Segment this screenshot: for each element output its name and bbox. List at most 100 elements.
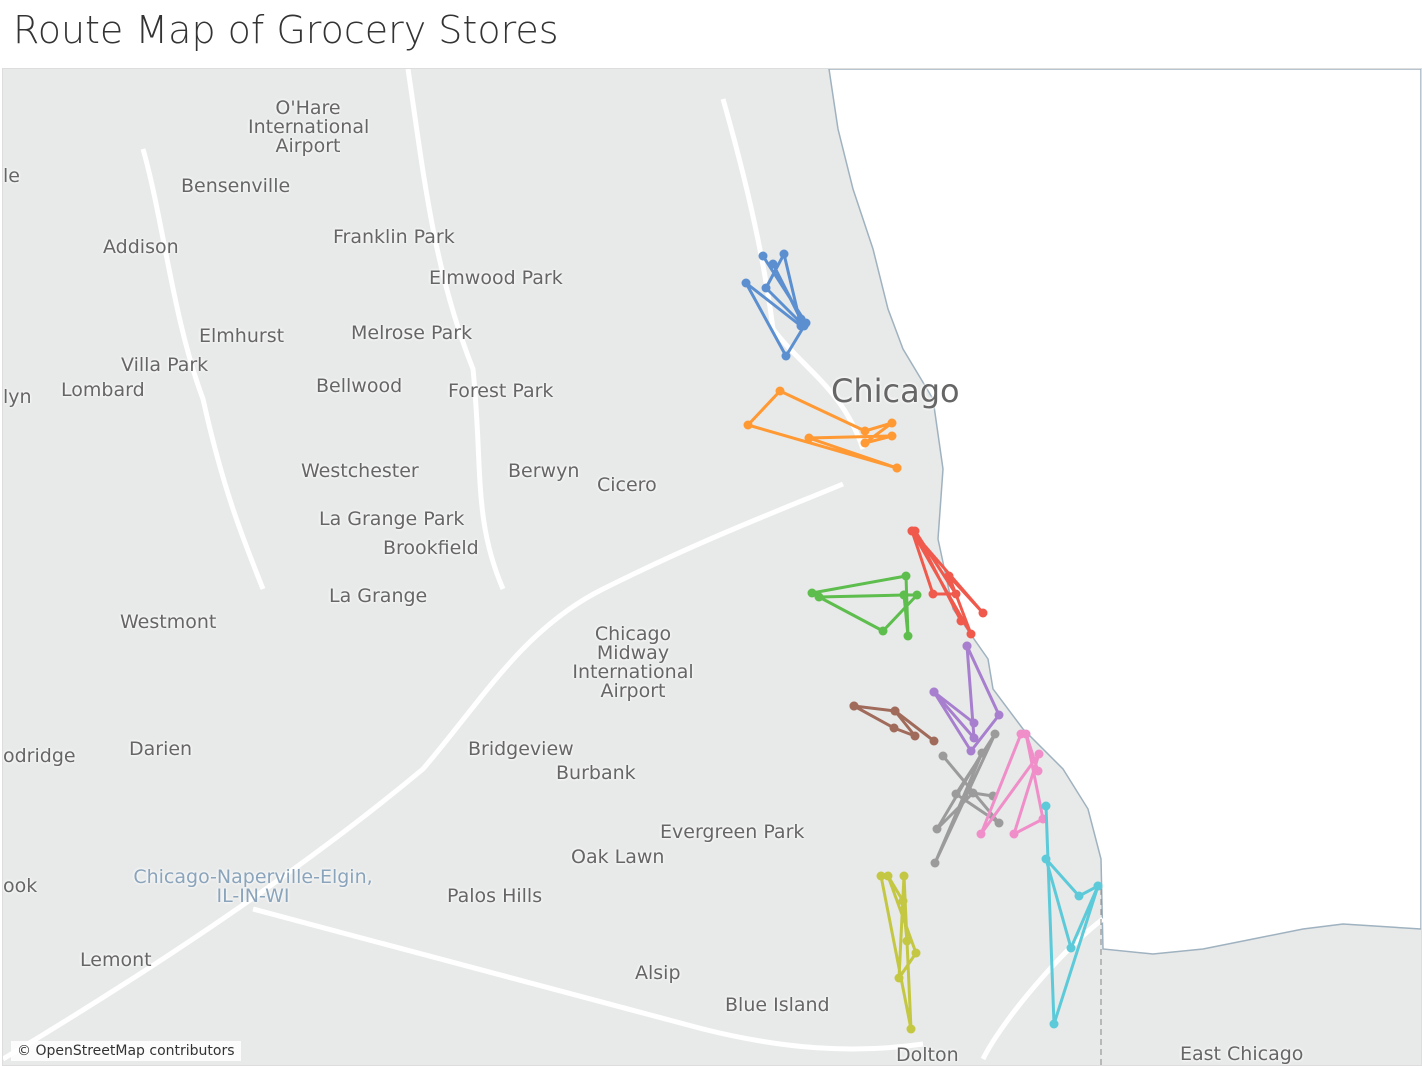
store-stop[interactable]	[910, 526, 920, 536]
route-6[interactable]	[849, 701, 939, 746]
store-stop[interactable]	[781, 351, 791, 361]
store-stop[interactable]	[894, 973, 904, 983]
store-stop[interactable]	[849, 701, 859, 711]
map-base	[3, 69, 1421, 1065]
store-stop[interactable]	[903, 631, 913, 641]
store-stop[interactable]	[775, 386, 785, 396]
store-stop[interactable]	[883, 871, 893, 881]
store-stop[interactable]	[929, 736, 939, 746]
map-label: Westmont	[120, 611, 217, 633]
map-label: Bridgeview	[468, 738, 574, 760]
map-label: le	[3, 165, 20, 187]
store-stop[interactable]	[906, 1024, 916, 1034]
store-stop[interactable]	[758, 251, 768, 261]
route-5[interactable]	[929, 641, 1004, 756]
store-stop[interactable]	[930, 858, 940, 868]
route-4[interactable]	[807, 571, 922, 641]
map-label: Melrose Park	[351, 322, 473, 344]
store-stop[interactable]	[929, 687, 939, 697]
route-line[interactable]	[932, 645, 1001, 753]
store-stop[interactable]	[876, 871, 886, 881]
store-stop[interactable]	[928, 589, 938, 599]
route-line[interactable]	[979, 732, 1045, 836]
store-stop[interactable]	[768, 259, 778, 269]
map-label: Brookfield	[383, 537, 479, 559]
store-stop[interactable]	[990, 729, 1000, 739]
store-stop[interactable]	[1041, 854, 1051, 864]
store-stop[interactable]	[761, 283, 771, 293]
store-stop[interactable]	[889, 723, 899, 733]
route-7[interactable]	[930, 729, 1004, 868]
store-stop[interactable]	[910, 731, 920, 741]
route-line[interactable]	[1044, 805, 1100, 1026]
map-label: Forest Park	[448, 380, 554, 402]
store-stop[interactable]	[1009, 829, 1019, 839]
store-stop[interactable]	[892, 463, 902, 473]
map-label: odridge	[3, 745, 76, 767]
route-1[interactable]	[741, 249, 811, 361]
map-label-chicago: Chicago	[831, 372, 960, 410]
store-stop[interactable]	[994, 710, 1004, 720]
route-3[interactable]	[907, 526, 988, 639]
route-line[interactable]	[811, 574, 919, 638]
store-stop[interactable]	[1033, 766, 1043, 776]
store-stop[interactable]	[978, 608, 988, 618]
route-10[interactable]	[876, 871, 921, 1034]
store-stop[interactable]	[902, 936, 912, 946]
store-stop[interactable]	[860, 426, 870, 436]
route-line[interactable]	[744, 252, 808, 358]
store-stop[interactable]	[899, 590, 909, 600]
store-stop[interactable]	[779, 249, 789, 259]
store-stop[interactable]	[1066, 943, 1076, 953]
store-stop[interactable]	[938, 751, 948, 761]
store-stop[interactable]	[901, 571, 911, 581]
store-stop[interactable]	[962, 641, 972, 651]
route-map[interactable]: O'Hare International Airport Bensenville…	[2, 68, 1422, 1066]
map-label: Lemont	[80, 949, 152, 971]
map-label: Dolton	[896, 1044, 959, 1066]
store-stop[interactable]	[951, 789, 961, 799]
store-stop[interactable]	[898, 896, 908, 906]
store-stop[interactable]	[799, 321, 809, 331]
store-stop[interactable]	[994, 818, 1004, 828]
store-stop[interactable]	[956, 616, 966, 626]
store-stop[interactable]	[911, 948, 921, 958]
store-stop[interactable]	[968, 788, 978, 798]
store-stop[interactable]	[932, 824, 942, 834]
store-stop[interactable]	[743, 420, 753, 430]
store-stop[interactable]	[976, 829, 986, 839]
store-stop[interactable]	[1093, 881, 1103, 891]
store-stop[interactable]	[741, 278, 751, 288]
store-stop[interactable]	[977, 748, 987, 758]
store-stop[interactable]	[944, 571, 954, 581]
store-stop[interactable]	[887, 418, 897, 428]
store-stop[interactable]	[966, 629, 976, 639]
store-stop[interactable]	[966, 746, 976, 756]
store-stop[interactable]	[912, 590, 922, 600]
store-stop[interactable]	[804, 433, 814, 443]
map-label: East Chicago	[1180, 1043, 1304, 1065]
route-2[interactable]	[743, 386, 902, 473]
store-stop[interactable]	[878, 626, 888, 636]
store-stop[interactable]	[1034, 749, 1044, 759]
store-stop[interactable]	[814, 592, 824, 602]
store-stop[interactable]	[860, 438, 870, 448]
route-9[interactable]	[1041, 801, 1103, 1029]
store-stop[interactable]	[1021, 729, 1031, 739]
map-attribution[interactable]: © OpenStreetMap contributors	[11, 1041, 241, 1061]
store-stop[interactable]	[796, 314, 806, 324]
route-line[interactable]	[879, 874, 918, 1031]
map-label: lyn	[3, 386, 32, 408]
store-stop[interactable]	[1041, 801, 1051, 811]
route-8[interactable]	[976, 729, 1048, 839]
store-stop[interactable]	[807, 588, 817, 598]
store-stop[interactable]	[969, 718, 979, 728]
store-stop[interactable]	[887, 431, 897, 441]
store-stop[interactable]	[969, 733, 979, 743]
map-label: Palos Hills	[447, 885, 543, 907]
store-stop[interactable]	[1074, 891, 1084, 901]
store-stop[interactable]	[951, 589, 961, 599]
store-stop[interactable]	[1049, 1019, 1059, 1029]
store-stop[interactable]	[890, 706, 900, 716]
store-stop[interactable]	[899, 871, 909, 881]
